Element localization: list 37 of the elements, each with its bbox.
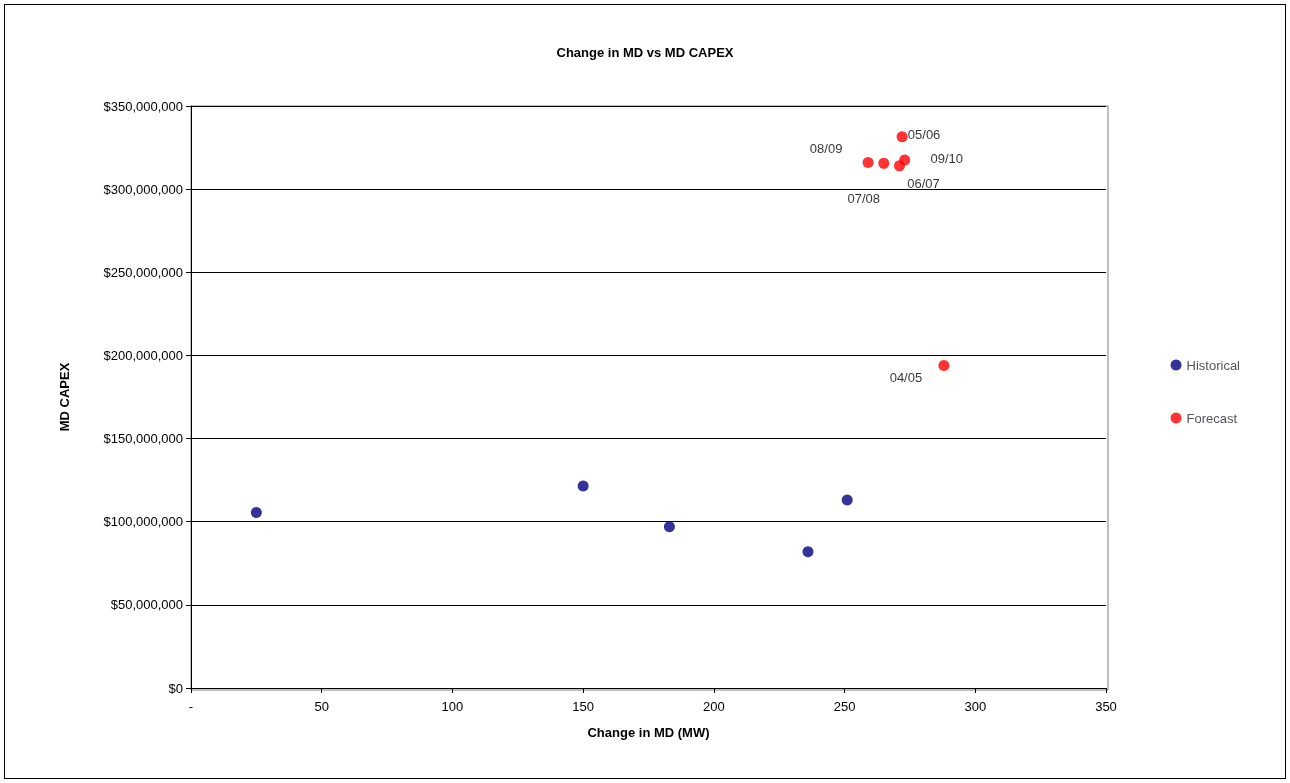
annotation: 07/08 — [847, 190, 881, 206]
point — [841, 494, 853, 506]
x-axis-title: Change in MD (MW) — [587, 725, 710, 740]
x-tick-label: 200 — [703, 699, 725, 714]
annotation: 08/09 — [809, 141, 843, 157]
x-tick-label: 250 — [833, 699, 856, 714]
annotation: 09/10 — [930, 150, 963, 166]
y-tick-label: $250,000,000 — [103, 264, 183, 280]
legend-label: Historical — [1186, 357, 1241, 373]
y-tick-label: $300,000,000 — [103, 181, 183, 197]
y-tick-label: $150,000,000 — [103, 431, 183, 447]
x-tick-label: - — [188, 699, 194, 714]
point — [862, 157, 874, 169]
point — [577, 480, 589, 492]
point — [896, 131, 908, 143]
y-tick-label: $350,000,000 — [103, 98, 183, 114]
y-tick-label: $200,000,000 — [103, 347, 183, 363]
point — [802, 546, 814, 558]
x-tick-label: 50 — [314, 699, 329, 714]
x-tick-label: 300 — [964, 699, 987, 714]
legend-label: Forecast — [1186, 410, 1238, 426]
x-tick-label: 150 — [572, 699, 594, 714]
y-axis-title: MD CAPEX — [57, 362, 72, 432]
point — [663, 521, 675, 533]
x-tick-label: 350 — [1095, 699, 1117, 714]
y-tick-label: $50,000,000 — [110, 597, 183, 613]
point — [250, 507, 262, 519]
x-tick-label: 100 — [441, 699, 464, 714]
annotation: 04/05 — [889, 369, 923, 385]
y-tick-label: $0 — [168, 680, 183, 696]
annotation: 05/06 — [907, 127, 941, 143]
point — [878, 157, 890, 169]
point — [899, 154, 911, 166]
y-tick-label: $100,000,000 — [103, 514, 183, 530]
chart-title: Change in MD vs MD CAPEX — [556, 45, 734, 60]
annotation: 06/07 — [907, 176, 940, 192]
point — [938, 359, 950, 371]
